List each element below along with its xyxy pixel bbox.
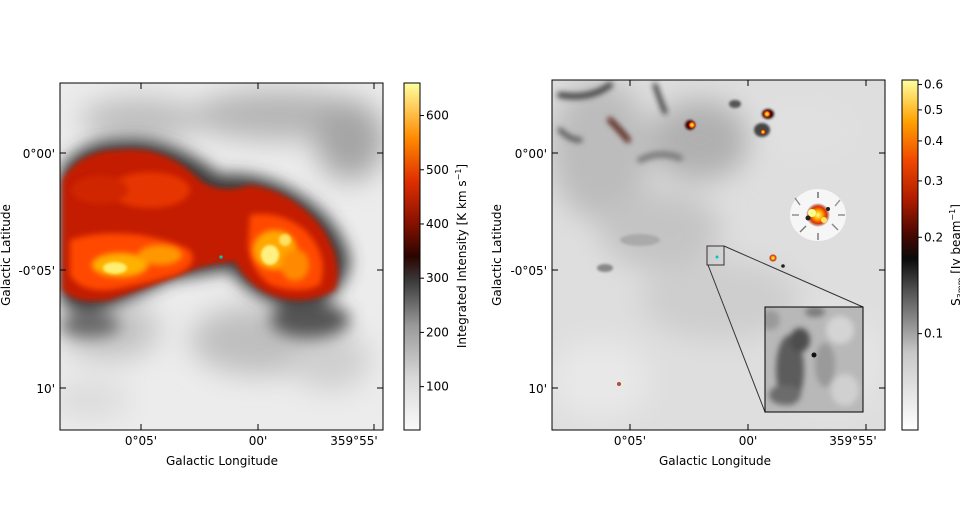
colorbar-tick-label: 0.5 — [924, 103, 943, 117]
right-y-tick-label: -0°05' — [510, 264, 547, 278]
right-axis-ticks — [552, 80, 885, 430]
right-plot-frame — [551, 79, 886, 431]
colorbar-tick-label: 500 — [426, 163, 449, 177]
left-y-axis-label: Galactic Latitude — [0, 204, 13, 306]
zoom-inset — [764, 306, 864, 413]
left-colorbar-label: Integrated Intensity [K km s−1] — [454, 164, 469, 348]
right-x-tick-label: 359°55' — [829, 434, 876, 448]
colorbar-tick-label: 200 — [426, 325, 449, 339]
right-x-axis-label: Galactic Longitude — [659, 454, 771, 468]
left-axis-ticks — [60, 83, 383, 430]
zoom-connector-line — [723, 245, 864, 308]
right-colorbar-ticks: 0.1 0.2 0.3 0.4 0.5 0.6 — [918, 78, 943, 341]
right-y-tick-label: 0°00' — [515, 147, 547, 161]
colorbar-tick-label: 0.4 — [924, 134, 943, 148]
colorbar-tick-label: 0.2 — [924, 230, 943, 244]
left-plot-frame — [59, 82, 384, 431]
colorbar-tick-label: 600 — [426, 109, 449, 123]
left-x-axis-label: Galactic Longitude — [166, 454, 278, 468]
right-panel: 0°00' -0°05' 10' 0°05' 00' 359°55' Galac… — [490, 78, 960, 468]
colorbar-tick-label: 100 — [426, 380, 449, 394]
left-heatmap-image — [60, 83, 383, 430]
left-y-tick-label: 0°00' — [23, 147, 55, 161]
left-x-tick-label: 359°55' — [330, 434, 377, 448]
left-panel: 0°00' -0°05' 10' 0°05' 00' 359°55' Galac… — [0, 82, 469, 468]
left-colorbar-ticks: 100 200 300 400 500 600 — [420, 109, 449, 394]
left-x-tick-label: 00' — [249, 434, 268, 448]
right-heatmap-image — [552, 80, 885, 430]
colorbar-tick-label: 0.3 — [924, 174, 943, 188]
colorbar-tick-label: 300 — [426, 271, 449, 285]
right-y-axis-label: Galactic Latitude — [490, 204, 504, 306]
left-y-tick-label: 10' — [36, 382, 55, 396]
zoom-connector-line — [707, 264, 766, 413]
left-y-tick-label: -0°05' — [18, 264, 55, 278]
colorbar-tick-label: 0.6 — [924, 78, 943, 92]
colorbar-tick-label: 0.1 — [924, 327, 943, 341]
right-colorbar: 0.1 0.2 0.3 0.4 0.5 0.6 S3mm [Jy beam−1] — [901, 78, 960, 431]
bright-source — [790, 189, 846, 241]
right-y-tick-label: 10' — [528, 382, 547, 396]
left-colorbar: 100 200 300 400 500 600 Integrated Intensity … — [403, 82, 469, 431]
colorbar-tick-label: 400 — [426, 217, 449, 231]
left-x-tick-label: 0°05' — [125, 434, 157, 448]
zoom-region-box — [706, 245, 725, 266]
right-x-tick-label: 0°05' — [614, 434, 646, 448]
right-colorbar-label: S3mm [Jy beam−1] — [948, 204, 960, 306]
right-colorbar-gradient — [901, 79, 919, 431]
right-x-tick-label: 00' — [739, 434, 758, 448]
left-colorbar-gradient — [403, 82, 421, 431]
